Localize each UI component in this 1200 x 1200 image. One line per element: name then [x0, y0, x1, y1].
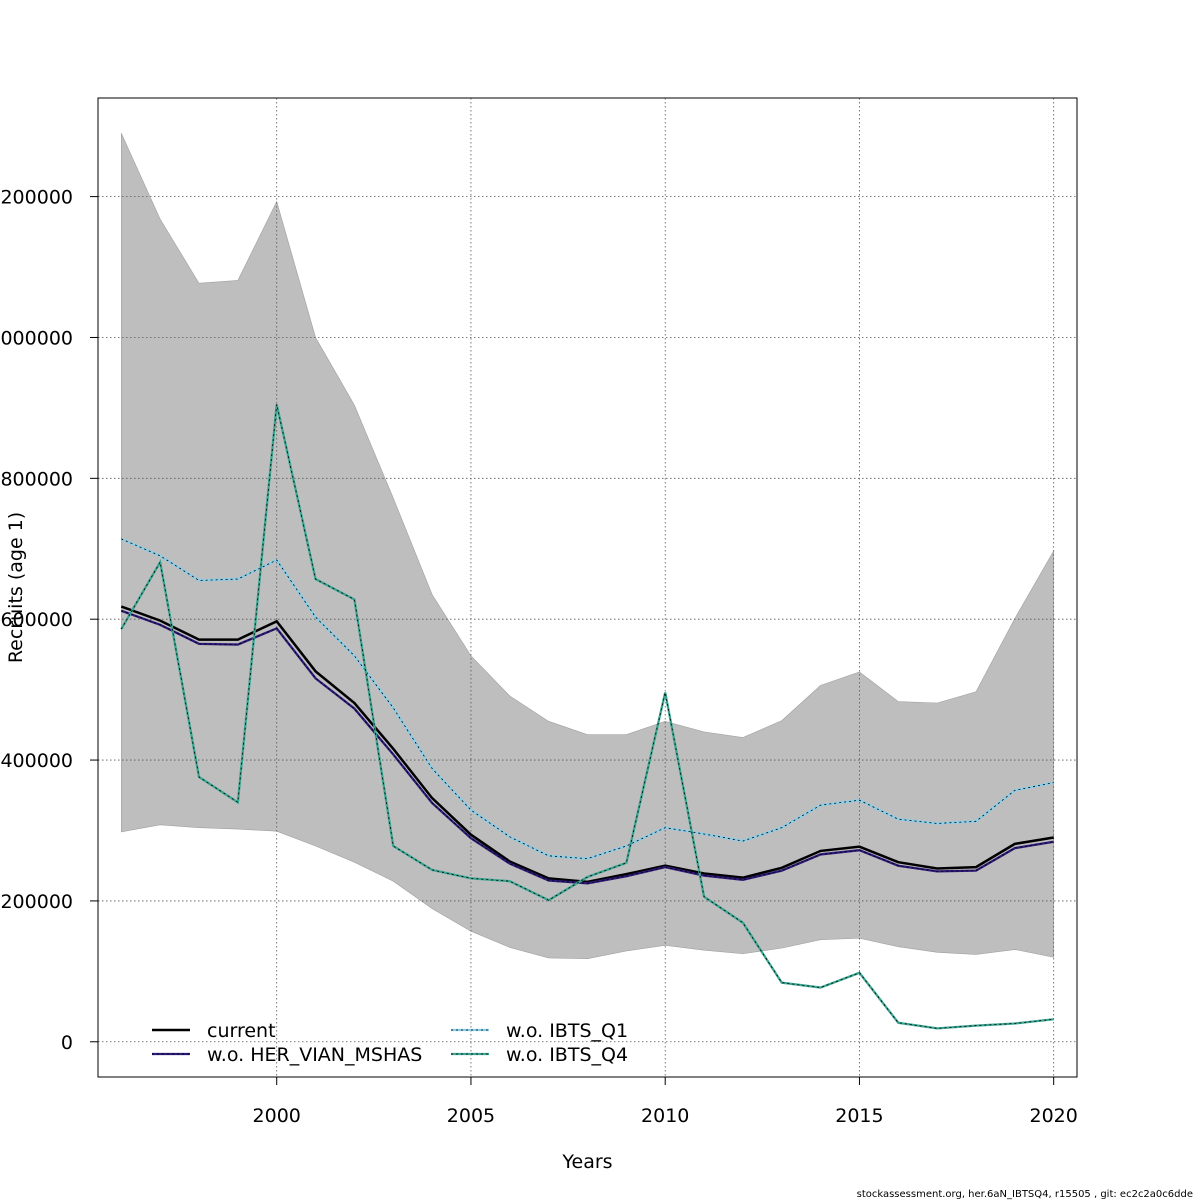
plot-frame — [97, 97, 1078, 1078]
series-line-3-dots — [120, 404, 1054, 1029]
x-axis-title: Years — [561, 1151, 612, 1173]
y-axis-title: Recruits (age 1) — [5, 512, 27, 663]
x-tick-label: 2010 — [641, 1105, 689, 1127]
x-tick-label: 2015 — [835, 1105, 883, 1127]
y-tick-label: 600000 — [0, 609, 73, 631]
confidence-band-layer — [121, 133, 1054, 959]
series-line-current — [120, 605, 1054, 884]
series-line-2-dots — [121, 538, 1054, 860]
y-tick-label: 1200000 — [0, 187, 73, 209]
x-tick-label: 2020 — [1030, 1105, 1078, 1127]
legend-label: w.o. HER_VIAN_MSHAS — [207, 1044, 422, 1066]
y-tick-label: 0 — [61, 1032, 73, 1054]
y-tick-label: 1000000 — [0, 327, 73, 349]
axes-layer: 2000 2005 2010 2015 2020 0 200000 400000 600000 8… — [0, 187, 1078, 1127]
y-tick-label: 200000 — [0, 891, 73, 913]
legend-label: w.o. IBTS_Q1 — [506, 1020, 628, 1042]
series-layer — [120, 404, 1054, 1030]
series-line-1-dots — [121, 610, 1054, 884]
grid-layer — [98, 98, 1077, 1077]
legend-label: w.o. IBTS_Q4 — [506, 1044, 628, 1066]
y-tick-label: 400000 — [0, 750, 73, 772]
x-tick-label: 2000 — [253, 1105, 301, 1127]
footer-note: stockassessment.org, her.6aN_IBTSQ4, r15… — [857, 1189, 1193, 1200]
legend-label: current — [207, 1020, 276, 1042]
y-tick-label: 800000 — [0, 468, 73, 490]
confidence-band — [121, 133, 1054, 959]
x-tick-label: 2005 — [447, 1105, 495, 1127]
